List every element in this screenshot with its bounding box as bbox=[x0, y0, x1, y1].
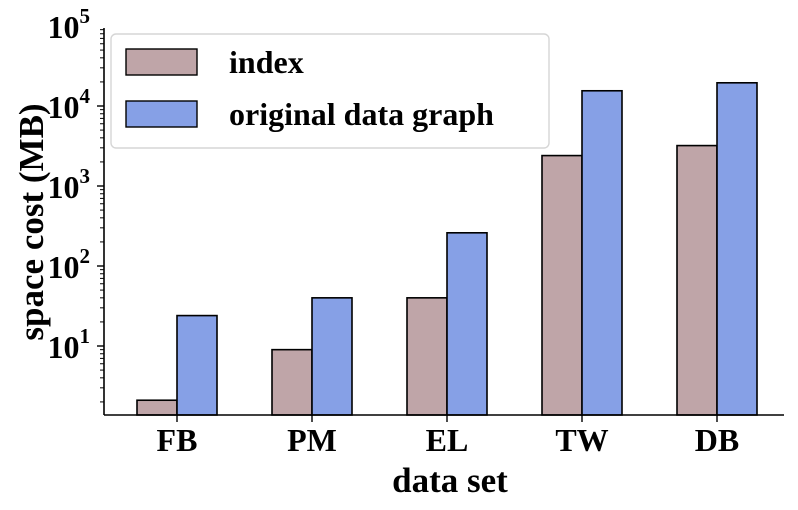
bar-original-data-graph-pm bbox=[311, 297, 353, 416]
bar-original-data-graph-db bbox=[716, 81, 758, 416]
x-axis-title: data set bbox=[392, 461, 508, 500]
y-tick-label: 105 bbox=[48, 4, 91, 45]
legend-swatch-index bbox=[125, 48, 198, 76]
x-tick-label-db: DB bbox=[695, 422, 739, 458]
legend-label-index: index bbox=[229, 44, 304, 80]
legend: index original data graph bbox=[110, 33, 550, 149]
bar-index-fb bbox=[136, 399, 178, 416]
y-ticks-group: 101 102 103 104 105 bbox=[48, 4, 104, 403]
bar-original-data-graph-fb bbox=[176, 314, 218, 416]
y-tick-label: 104 bbox=[48, 84, 91, 125]
bar-index-db bbox=[676, 144, 718, 416]
bar-original-data-graph-tw bbox=[581, 89, 623, 416]
legend-frame bbox=[110, 33, 550, 149]
y-tick-label: 103 bbox=[48, 164, 91, 205]
x-tick-label-el: EL bbox=[426, 422, 469, 458]
x-tick-label-pm: PM bbox=[287, 422, 337, 458]
x-tick-label-fb: FB bbox=[157, 422, 198, 458]
bar-index-tw bbox=[541, 154, 583, 416]
bar-index-pm bbox=[271, 348, 313, 416]
x-tick-label-tw: TW bbox=[555, 422, 608, 458]
x-ticks-group: FB PM EL TW DB bbox=[157, 415, 739, 458]
y-tick-label: 102 bbox=[48, 244, 91, 285]
legend-swatch-original-data-graph bbox=[125, 100, 198, 128]
bars-group bbox=[136, 81, 758, 416]
axes-group bbox=[103, 28, 784, 416]
bar-index-el bbox=[406, 297, 448, 416]
y-tick-label: 101 bbox=[48, 324, 91, 365]
legend-label-original-data-graph: original data graph bbox=[229, 96, 494, 132]
bar-original-data-graph-el bbox=[446, 232, 488, 416]
y-axis-title: space cost (MB) bbox=[12, 103, 51, 340]
